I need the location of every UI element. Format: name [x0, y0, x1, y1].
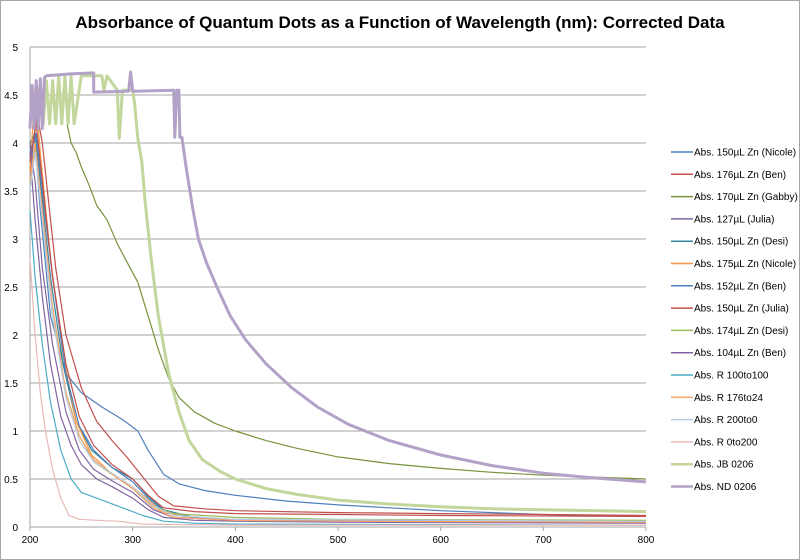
legend: Abs. 150µL Zn (Nicole) Abs. 176µL Zn (Ben…: [671, 148, 798, 493]
x-tick-label: 500: [330, 535, 347, 546]
series-line: [29, 132, 647, 517]
axes: 0 0.5 1 1.5 2 2.5 3 3.5 4 4.5 5 200 300 400 500 600 700 8…: [4, 43, 655, 546]
y-tick-label: 2: [12, 331, 18, 342]
y-tick-label: 3: [12, 235, 18, 246]
legend-entry: Abs. 152µL Zn (Ben): [694, 281, 786, 292]
x-tick-label: 400: [227, 535, 244, 546]
series-line: [28, 74, 647, 514]
series-line: [29, 142, 647, 523]
legend-entry: Abs. 150µL Zn (Nicole): [694, 148, 796, 159]
series-line: [29, 258, 646, 526]
legend-entry: Abs. R 0to200: [694, 437, 758, 448]
chart-title: Absorbance of Quantum Dots as a Function…: [75, 13, 725, 32]
legend-entry: Abs. 150µL Zn (Desi): [694, 237, 788, 248]
legend-entry: Abs. 104µL Zn (Ben): [694, 348, 786, 359]
series-line: [28, 70, 647, 484]
y-tick-label: 5: [12, 43, 18, 54]
legend-entry: Abs. 174µL Zn (Desi): [694, 326, 788, 337]
legend-entry: Abs. 150µL Zn (Julia): [694, 304, 789, 315]
y-tick-label: 0: [12, 523, 18, 534]
legend-entry: Abs. 176µL Zn (Ben): [694, 170, 786, 181]
y-tick-label: 4.5: [4, 91, 18, 102]
series-line: [29, 152, 647, 522]
legend-entry: Abs. R 100to100: [694, 371, 769, 382]
series-lines: [28, 70, 647, 526]
y-tick-label: 1: [12, 427, 18, 438]
legend-entry: Abs. 175µL Zn (Nicole): [694, 259, 796, 270]
series-line: [29, 142, 647, 521]
series-line: [29, 113, 647, 517]
series-line: [66, 123, 647, 480]
legend-entry: Abs. JB 0206: [694, 460, 754, 471]
series-line: [29, 210, 647, 526]
y-tick-label: 4: [12, 139, 18, 150]
x-tick-label: 200: [22, 535, 39, 546]
x-tick-label: 800: [638, 535, 655, 546]
legend-entry: Abs. R 200to0: [694, 415, 758, 426]
series-line: [29, 132, 647, 523]
legend-entry: Abs. 170µL Zn (Gabby): [694, 192, 798, 203]
legend-entry: Abs. ND 0206: [694, 482, 757, 493]
y-tick-label: 2.5: [4, 283, 18, 294]
series-line: [29, 152, 647, 524]
x-tick-label: 300: [124, 535, 141, 546]
y-tick-label: 3.5: [4, 187, 18, 198]
series-line: [29, 142, 647, 523]
y-tick-label: 1.5: [4, 379, 18, 390]
series-line: [29, 132, 647, 522]
legend-entry: Abs. 127µL (Julia): [694, 214, 774, 225]
legend-entry: Abs. R 176to24: [694, 393, 763, 404]
series-line: [29, 123, 647, 517]
x-tick-label: 700: [535, 535, 552, 546]
x-tick-label: 600: [432, 535, 449, 546]
y-tick-label: 0.5: [4, 475, 18, 486]
